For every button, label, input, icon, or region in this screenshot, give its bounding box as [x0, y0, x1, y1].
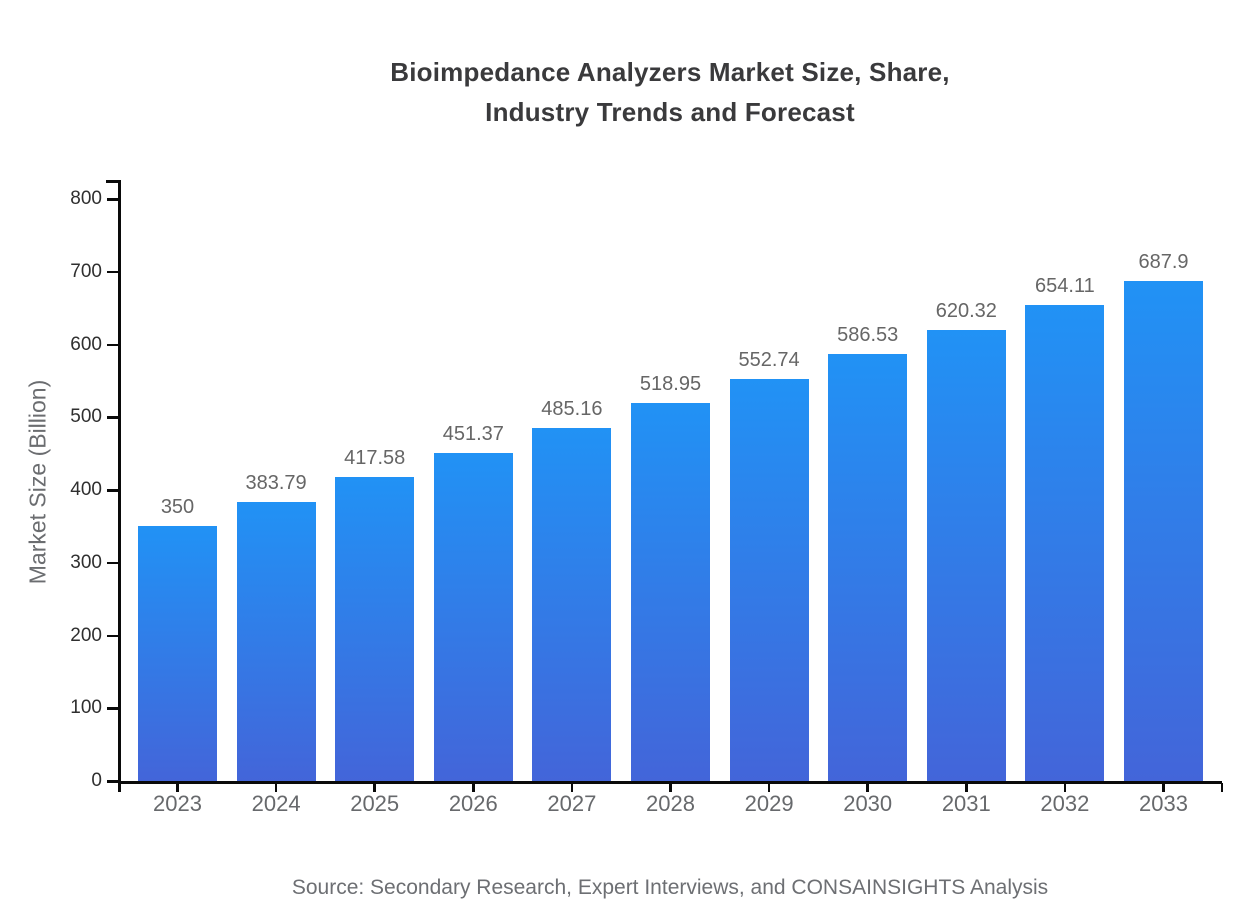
bar-value-label: 417.58	[344, 447, 406, 470]
x-axis-line	[118, 781, 1222, 784]
source-note: Source: Secondary Research, Expert Inter…	[291, 876, 1049, 899]
chart-title: Bioimpedance Analyzers Market Size, Shar…	[118, 52, 1222, 132]
x-tick-label: 2033	[1139, 791, 1188, 816]
y-tick-label: 200	[70, 624, 102, 646]
y-tick-mark	[107, 707, 118, 710]
x-tick-label: 2026	[448, 791, 498, 816]
bar-value-label: 620.32	[935, 299, 997, 322]
y-axis-end-cap	[106, 180, 118, 183]
bar-value-label: 552.74	[738, 348, 800, 371]
chart-title-line2: Industry Trends and Forecast	[485, 97, 855, 127]
y-tick-mark	[107, 198, 118, 201]
y-tick-mark	[107, 561, 118, 565]
y-tick-label: 100	[70, 697, 102, 719]
bar-value-label: 451.37	[442, 422, 504, 445]
bar	[828, 354, 908, 781]
bar	[729, 378, 809, 781]
bar-value-label: 654.11	[1035, 275, 1095, 298]
bar	[631, 403, 710, 781]
x-tick-label: 2032	[1040, 791, 1090, 816]
bar	[532, 428, 612, 781]
bar-value-label: 350	[160, 496, 195, 519]
y-tick-mark	[107, 489, 118, 492]
x-tick-label: 2023	[153, 791, 202, 816]
y-tick-label: 800	[70, 188, 102, 209]
bar-value-label: 485.16	[541, 398, 603, 421]
bar-value-label: 687.9	[1138, 250, 1189, 273]
x-tick-mark	[274, 783, 278, 792]
x-tick-mark	[669, 783, 672, 792]
y-tick-label: 400	[70, 479, 102, 500]
y-tick-label: 600	[70, 333, 102, 355]
bar-value-label: 518.95	[639, 373, 702, 396]
bar	[236, 501, 316, 781]
x-tick-label: 2028	[646, 791, 695, 816]
bar	[1025, 305, 1105, 781]
y-tick-mark	[107, 343, 118, 346]
x-tick-label: 2029	[744, 791, 794, 816]
bar	[335, 477, 415, 781]
x-tick-mark	[767, 783, 771, 792]
x-tick-label: 2030	[843, 791, 893, 816]
y-tick-mark	[107, 270, 118, 274]
x-tick-mark	[1063, 783, 1067, 792]
x-tick-label: 2024	[251, 791, 301, 816]
bar-value-label: 586.53	[837, 324, 899, 347]
plot-area: 0 100 200 300 400 500 600 700 800 350 2023 383.79 20…	[70, 180, 1223, 816]
y-tick-mark	[107, 416, 118, 419]
bar	[433, 452, 513, 781]
y-axis-line	[118, 180, 121, 783]
x-tick-mark	[472, 783, 475, 792]
x-axis-start-tick	[118, 783, 121, 792]
x-tick-mark	[1162, 783, 1165, 792]
y-tick-label: 0	[91, 770, 102, 791]
bar	[926, 329, 1006, 781]
y-tick-mark	[107, 634, 118, 637]
y-tick-label: 300	[70, 551, 102, 573]
x-tick-label: 2025	[350, 791, 400, 816]
x-axis-end-cap	[1220, 783, 1223, 792]
bar-value-label: 383.79	[245, 471, 307, 494]
bar	[1124, 280, 1203, 781]
x-tick-label: 2031	[941, 791, 991, 816]
x-tick-mark	[570, 783, 574, 792]
x-tick-mark	[373, 783, 376, 792]
y-tick-mark	[107, 780, 118, 783]
x-tick-mark	[176, 783, 179, 792]
chart-title-line1: Bioimpedance Analyzers Market Size, Shar…	[390, 57, 950, 87]
y-tick-label: 500	[70, 406, 102, 428]
x-tick-mark	[866, 783, 869, 792]
y-tick-label: 700	[70, 260, 102, 282]
x-tick-mark	[965, 783, 968, 792]
x-tick-label: 2027	[547, 791, 597, 816]
bar	[138, 526, 217, 781]
